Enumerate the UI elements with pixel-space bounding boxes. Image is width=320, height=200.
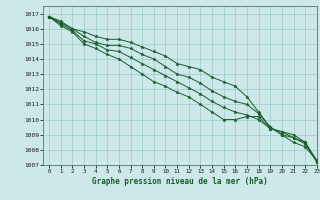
- X-axis label: Graphe pression niveau de la mer (hPa): Graphe pression niveau de la mer (hPa): [92, 177, 268, 186]
